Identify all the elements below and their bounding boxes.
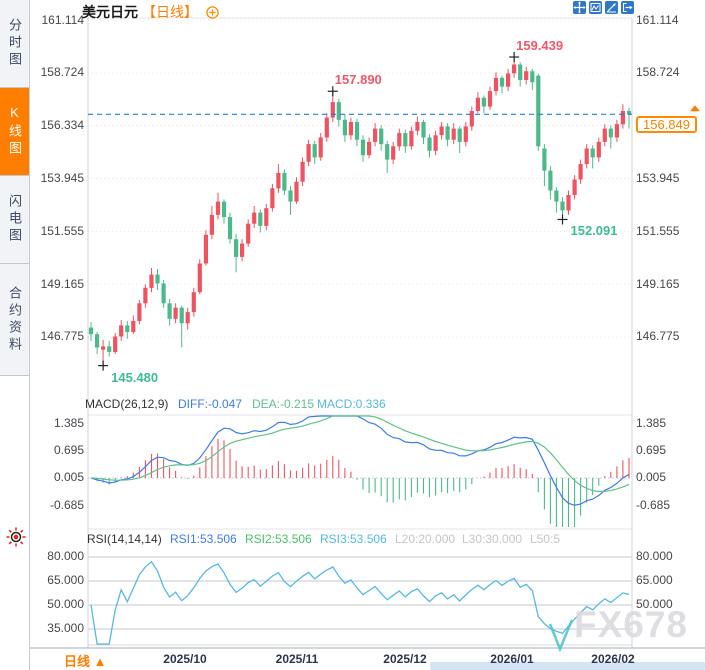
y-axis-label: 146.775 xyxy=(40,329,84,343)
rsi-axis-label: 50.000 xyxy=(636,597,673,611)
rsi-axis-label: 80.000 xyxy=(636,549,673,563)
y-axis-label: 153.945 xyxy=(636,171,680,185)
rsi3-value: RSI3:53.506 xyxy=(320,532,387,546)
y-axis-label: 156.334 xyxy=(40,118,84,132)
sidebar-tab-time-chart[interactable]: 分时图 xyxy=(0,0,29,88)
y-axis-label: 161.114 xyxy=(41,13,85,27)
x-axis-label: 2026/02 xyxy=(591,652,635,666)
y-axis-label: 151.555 xyxy=(40,224,84,238)
period-tag: 【日线】 xyxy=(142,4,198,20)
indicator-marker-icon[interactable] xyxy=(5,526,27,548)
rsi-axis-label: 65.000 xyxy=(636,573,673,587)
y-axis-label: 153.945 xyxy=(40,171,84,185)
rsi-axis-label: 80.000 xyxy=(47,549,84,563)
rsi-title: RSI(14,14,14) xyxy=(87,532,162,546)
macd-axis-label: 0.005 xyxy=(53,470,84,484)
crosshair-icon[interactable] xyxy=(573,1,586,14)
annotation-price-label: 152.091 xyxy=(570,223,618,239)
y-axis-label: 149.165 xyxy=(636,277,680,291)
macd-axis-label: 1.385 xyxy=(636,416,667,430)
x-axis-label: 2026/01 xyxy=(490,652,534,666)
macd-axis-label: 0.695 xyxy=(636,443,667,457)
rsi-l20-value: L20:20.000 xyxy=(395,532,456,546)
rsi-l50-value: L50:5 xyxy=(530,532,561,546)
x-axis-label: 2025/11 xyxy=(275,652,319,666)
sidebar-tab-flash-chart[interactable]: 闪电图 xyxy=(0,176,29,264)
y-axis-label: 158.724 xyxy=(40,65,84,79)
period-button[interactable]: 日线 ▲ xyxy=(64,654,107,669)
y-axis-label: 158.724 xyxy=(636,65,680,79)
x-axis-label: 2025/12 xyxy=(383,652,427,666)
macd-axis-label: -0.685 xyxy=(636,498,671,512)
macd-axis-label: 0.695 xyxy=(53,443,84,457)
y-axis-label: 146.775 xyxy=(636,329,680,343)
rsi-axis-label: 35.000 xyxy=(47,621,84,635)
rsi2-value: RSI2:53.506 xyxy=(245,532,312,546)
y-axis-label: 149.165 xyxy=(40,277,84,291)
annotation-price-label: 145.480 xyxy=(111,369,159,385)
macd-axis-label: 1.385 xyxy=(53,416,84,430)
indicator-window-icon[interactable] xyxy=(589,1,602,14)
macd-axis-label: -0.685 xyxy=(49,498,84,512)
y-axis-label: 161.114 xyxy=(636,13,679,27)
rsi-axis-label: 65.000 xyxy=(47,573,84,587)
chart-canvas[interactable] xyxy=(30,0,705,670)
macd-histogram-value: MACD:0.336 xyxy=(317,397,386,411)
chart-main: 美元日元 【日线】 xyxy=(30,0,705,670)
rsi1-value: RSI1:53.506 xyxy=(170,532,237,546)
symbol-name: 美元日元 xyxy=(82,4,138,20)
macd-title: MACD(26,12,9) xyxy=(85,397,169,411)
annotation-price-label: 159.439 xyxy=(516,38,564,54)
macd-dea-value: DEA:-0.215 xyxy=(252,397,315,411)
add-indicator-icon[interactable] xyxy=(206,6,220,19)
horizontal-scrollbar[interactable] xyxy=(430,662,705,670)
chart-toolbar xyxy=(573,1,634,14)
x-axis-label: 2025/10 xyxy=(163,652,207,666)
chart-title: 美元日元 【日线】 xyxy=(82,2,220,20)
rsi-axis-label: 50.000 xyxy=(47,597,84,611)
trendline-icon[interactable] xyxy=(605,1,618,14)
rsi-l30-value: L30:30.000 xyxy=(462,532,523,546)
sidebar: 分时图 K线图 闪电图 合约资料 xyxy=(0,0,30,670)
sidebar-tab-contract-info[interactable]: 合约资料 xyxy=(0,264,29,376)
sidebar-tab-kline-chart[interactable]: K线图 xyxy=(0,88,29,176)
macd-diff-value: DIFF:-0.047 xyxy=(178,397,243,411)
pop-out-icon[interactable] xyxy=(621,1,634,14)
annotation-price-label: 157.890 xyxy=(334,72,382,88)
current-price-badge: 156.849 xyxy=(636,116,697,133)
macd-axis-label: 0.005 xyxy=(636,470,667,484)
y-axis-label: 151.555 xyxy=(636,224,680,238)
